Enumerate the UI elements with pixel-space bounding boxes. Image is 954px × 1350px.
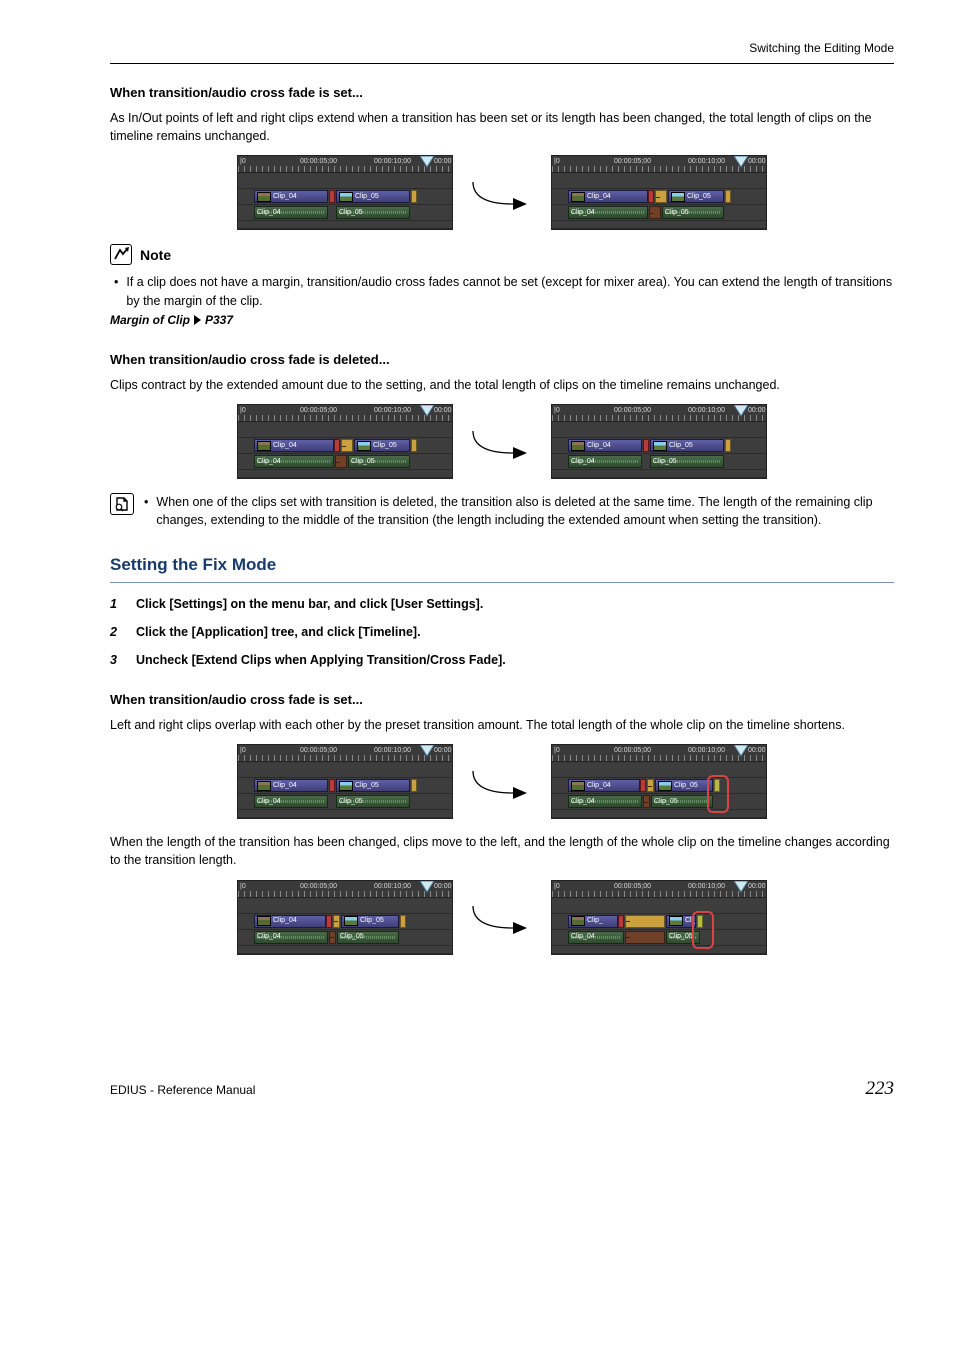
clip-audio-05: Clip_05 [336, 206, 410, 219]
transition-block [655, 190, 667, 203]
figure-3: |0 00:00:05;00 00:00:10;00 00:00 Clip_04… [110, 744, 894, 819]
step-text: Click [Settings] on the menu bar, and cl… [136, 595, 483, 613]
step-2: 2 Click the [Application] tree, and clic… [110, 623, 894, 641]
bullet-icon: • [114, 273, 118, 309]
page-number: 223 [866, 1075, 895, 1103]
section3-body2: When the length of the transition has be… [110, 833, 894, 869]
step-1: 1 Click [Settings] on the menu bar, and … [110, 595, 894, 613]
clip-video-05: Clip_05 [668, 190, 724, 203]
step-number: 3 [110, 651, 122, 669]
section3-body1: Left and right clips overlap with each o… [110, 716, 894, 734]
note-bullet-list: • If a clip does not have a margin, tran… [114, 273, 894, 309]
timeline-before-3: |0 00:00:05;00 00:00:10;00 00:00 Clip_04… [237, 744, 453, 819]
timeline-after-3: |0 00:00:05;00 00:00:10;00 00:00 Clip_04… [551, 744, 767, 819]
step-text: Click the [Application] tree, and click … [136, 623, 421, 641]
cross-reference-link[interactable]: Margin of ClipP337 [110, 312, 894, 329]
clip-edge [725, 190, 731, 203]
bullet-icon: • [144, 493, 148, 529]
clip-video-04: Clip_04 [568, 190, 648, 203]
footer-left: EDIUS - Reference Manual [110, 1082, 255, 1099]
timeline-before-1: |0 00:00:05;00 00:00:10;00 00:00 Clip_04… [237, 155, 453, 230]
timeline-after-1: |0 00:00:05;00 00:00:10;00 00:00 Clip_04… [551, 155, 767, 230]
section3-title: When transition/audio cross fade is set.… [110, 691, 894, 710]
timeline-before-4: |0 00:00:05;00 00:00:10;00 00:00 Clip_04… [237, 880, 453, 955]
crossfade-block [649, 206, 661, 219]
clip-video-05: Clip_05 [336, 190, 410, 203]
note-bullet-text: If a clip does not have a margin, transi… [126, 273, 894, 309]
triangle-icon [194, 315, 201, 325]
figure-4: |0 00:00:05;00 00:00:10;00 00:00 Clip_04… [110, 880, 894, 955]
clip-edge [648, 190, 654, 203]
clip-edge [329, 190, 335, 203]
note-label: Note [140, 245, 171, 265]
section2-body: Clips contract by the extended amount du… [110, 376, 894, 394]
playhead-icon [734, 156, 748, 168]
timeline-before-2: |0 00:00:05;00 00:00:10;00 00:00 Clip_04… [237, 404, 453, 479]
info-bullet-text: When one of the clips set with transitio… [156, 493, 894, 529]
clip-audio-04: Clip_04 [254, 206, 328, 219]
arrow-icon [467, 173, 537, 213]
info-icon [110, 493, 134, 515]
page-header-section: Switching the Editing Mode [110, 40, 894, 57]
step-3: 3 Uncheck [Extend Clips when Applying Tr… [110, 651, 894, 669]
clip-audio-05: Clip_05 [662, 206, 724, 219]
clip-edge [411, 190, 417, 203]
timeline-after-4: |0 00:00:05;00 00:00:10;00 00:00 Clip_ C… [551, 880, 767, 955]
section1-body: As In/Out points of left and right clips… [110, 109, 894, 145]
section2-title: When transition/audio cross fade is dele… [110, 351, 894, 370]
clip-video-04: Clip_04 [254, 190, 328, 203]
page-footer: EDIUS - Reference Manual 223 [110, 1075, 894, 1103]
section1-title: When transition/audio cross fade is set.… [110, 84, 894, 103]
heading-fix-mode: Setting the Fix Mode [110, 553, 894, 583]
clip-audio-04: Clip_04 [568, 206, 648, 219]
figure-2: |0 00:00:05;00 00:00:10;00 00:00 Clip_04… [110, 404, 894, 479]
step-number: 1 [110, 595, 122, 613]
step-number: 2 [110, 623, 122, 641]
info-block: • When one of the clips set with transit… [110, 493, 894, 531]
step-text: Uncheck [Extend Clips when Applying Tran… [136, 651, 506, 669]
note-heading: Note [110, 244, 894, 265]
note-icon [110, 244, 132, 265]
timeline-after-2: |0 00:00:05;00 00:00:10;00 00:00 Clip_04… [551, 404, 767, 479]
header-rule [110, 63, 894, 64]
figure-1: |0 00:00:05;00 00:00:10;00 00:00 Clip_04… [110, 155, 894, 230]
playhead-icon [420, 156, 434, 168]
